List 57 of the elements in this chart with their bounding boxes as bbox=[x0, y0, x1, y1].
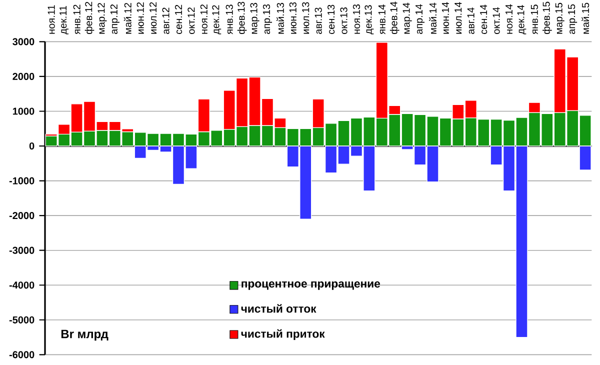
x-tick-label: янв.12 bbox=[73, 4, 80, 34]
x-tick-label: дек.14 bbox=[517, 5, 526, 34]
x-tick-label: сен.14 bbox=[480, 4, 488, 34]
x-tick-label: мар.15 bbox=[555, 2, 564, 34]
x-tick-label: май.15 bbox=[582, 2, 590, 34]
y-tick-label: 2000 bbox=[12, 72, 34, 80]
x-tick-label: ноя.11 bbox=[48, 5, 55, 34]
y-axis-title: Br млрд bbox=[61, 330, 108, 341]
x-tick-label: апр.15 bbox=[568, 4, 578, 34]
x-tick-label: дек.12 bbox=[212, 5, 222, 34]
x-tick-label: июн.12 bbox=[136, 2, 144, 34]
x-tick-label: июн.14 bbox=[442, 2, 449, 34]
x-tick-label: май.14 bbox=[428, 2, 437, 34]
x-tick-label: май.12 bbox=[124, 2, 132, 34]
x-tick-label: июл.12 bbox=[150, 2, 157, 34]
y-tick-label: 1000 bbox=[12, 108, 34, 115]
legend-label: чистый отток bbox=[241, 304, 316, 313]
x-tick-label: дек.13 bbox=[364, 5, 374, 34]
y-tick-label: 3000 bbox=[12, 38, 34, 46]
y-tick-label: -3000 bbox=[9, 246, 34, 254]
y-tick-label: -4000 bbox=[9, 282, 34, 289]
x-tick-label: авг.14 bbox=[467, 7, 474, 34]
legend-label: процентное приращение bbox=[242, 281, 380, 290]
x-tick-label: фев.13 bbox=[237, 2, 247, 34]
x-tick-label: ноя.14 bbox=[506, 4, 513, 34]
x-tick-label: окт.12 bbox=[188, 7, 195, 34]
x-tick-label: мар.13 bbox=[250, 2, 260, 34]
y-tick-label: -2000 bbox=[9, 212, 34, 220]
legend-label: чистый приток bbox=[241, 329, 325, 340]
x-tick-label: авг.12 bbox=[162, 8, 170, 34]
x-tick-label: ноя.12 bbox=[200, 4, 208, 34]
x-tick-label: апр.14 bbox=[416, 4, 425, 34]
x-tick-label: июл.14 bbox=[454, 2, 462, 34]
x-tick-label: фев.14 bbox=[390, 2, 400, 34]
x-tick-label: сен.13 bbox=[328, 4, 335, 34]
x-tick-label: мар.12 bbox=[98, 2, 107, 34]
x-tick-label: сен.12 bbox=[174, 4, 182, 34]
x-tick-label: ноя.13 bbox=[352, 4, 360, 34]
x-tick-label: июл.13 bbox=[302, 2, 310, 34]
y-tick-label: -6000 bbox=[9, 351, 34, 358]
x-tick-label: фев.12 bbox=[84, 2, 94, 34]
y-tick-label: 0 bbox=[29, 142, 34, 150]
y-tick-label: -5000 bbox=[9, 316, 34, 324]
x-tick-label: май.13 bbox=[276, 2, 284, 34]
x-tick-label: апр.13 bbox=[262, 4, 272, 34]
x-tick-label: авг.13 bbox=[314, 8, 322, 34]
x-tick-label: окт.14 bbox=[492, 7, 500, 34]
y-tick-label: -1000 bbox=[9, 177, 34, 184]
x-tick-label: окт.13 bbox=[340, 7, 348, 34]
x-tick-label: янв.14 bbox=[378, 4, 386, 34]
x-tick-label: апр.12 bbox=[110, 4, 120, 34]
x-tick-label: дек.11 bbox=[60, 6, 68, 34]
x-tick-label: мар.14 bbox=[402, 2, 412, 34]
x-tick-label: июн.13 bbox=[289, 2, 296, 34]
x-tick-label: янв.15 bbox=[530, 4, 538, 34]
x-tick-label: янв.13 bbox=[226, 4, 233, 34]
x-tick-label: фев.15 bbox=[542, 2, 552, 34]
